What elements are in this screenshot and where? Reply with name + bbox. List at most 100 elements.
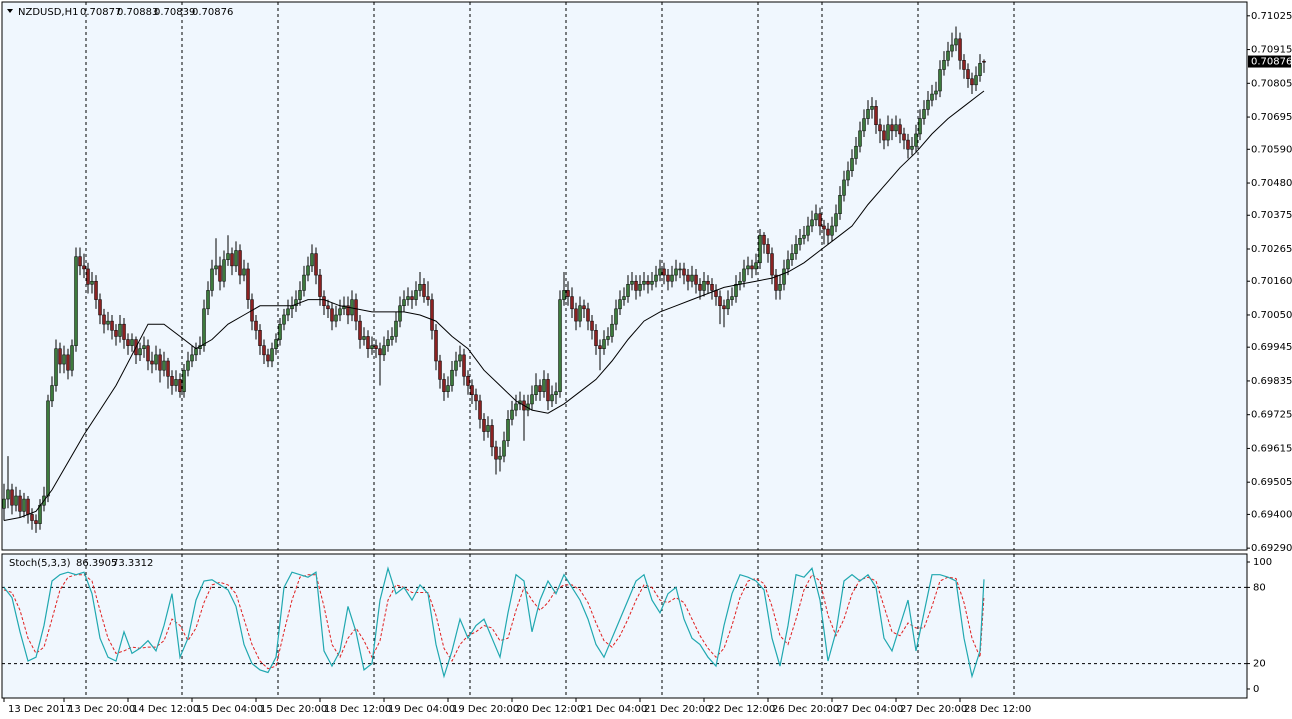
x-tick-label: 26 Dec 20:00	[772, 704, 839, 715]
candle-body	[698, 284, 702, 291]
candle-body	[486, 425, 490, 432]
candle-body	[54, 348, 58, 386]
candle-body	[678, 268, 682, 271]
candle-body	[882, 130, 886, 141]
candle-body	[422, 284, 426, 297]
symbol-menu-arrow[interactable]	[7, 9, 13, 13]
y-tick-label: 0.70805	[1251, 78, 1292, 89]
candle-body	[710, 284, 714, 291]
candle-body	[614, 308, 618, 325]
candle-body	[910, 145, 914, 150]
candle-body	[450, 369, 454, 386]
y-tick-label: 0.70695	[1251, 112, 1292, 123]
candle-body	[462, 354, 466, 377]
candle-body	[454, 360, 458, 371]
candle-body	[314, 253, 318, 276]
candle-body	[858, 130, 862, 147]
candle-body	[926, 99, 930, 110]
candle-body	[506, 419, 510, 442]
candle-body	[542, 379, 546, 392]
candle-body	[406, 296, 410, 300]
candle-body	[554, 391, 558, 395]
candle-body	[466, 376, 470, 386]
candle-body	[494, 446, 498, 460]
y-tick-label: 0.71025	[1251, 11, 1292, 22]
candle-body	[22, 498, 26, 512]
candle-body	[750, 265, 754, 270]
candle-body	[654, 274, 658, 282]
candle-body	[102, 314, 106, 325]
candle-body	[210, 268, 214, 291]
candle-body	[778, 284, 782, 291]
candle-body	[598, 345, 602, 349]
candle-body	[878, 124, 882, 132]
stoch-signal	[3, 573, 985, 670]
candle-body	[442, 379, 446, 392]
candle-body	[742, 268, 746, 282]
candle-body	[330, 308, 334, 322]
candle-body	[190, 354, 194, 362]
candle-body	[50, 385, 54, 402]
x-tick-label: 22 Dec 12:00	[708, 704, 775, 715]
candle-body	[938, 69, 942, 92]
candle-body	[842, 179, 846, 196]
candle-body	[870, 106, 874, 110]
candle-body	[834, 213, 838, 227]
candle-body	[814, 213, 818, 221]
candle-body	[758, 234, 762, 264]
candle-body	[782, 268, 786, 285]
candle-body	[174, 379, 178, 386]
candle-body	[766, 244, 770, 254]
candle-body	[270, 348, 274, 362]
candle-body	[170, 376, 174, 386]
candle-body	[66, 354, 70, 371]
candle-body	[794, 244, 798, 254]
y-tick-label: 0.70375	[1251, 210, 1292, 221]
candle-body	[918, 118, 922, 135]
high-price: 0.70883	[117, 7, 158, 18]
candle-body	[786, 259, 790, 270]
x-tick-label: 18 Dec 12:00	[324, 704, 391, 715]
x-tick-label: 19 Dec 04:00	[388, 704, 455, 715]
candle-body	[106, 320, 110, 325]
candle-body	[274, 339, 278, 349]
candle-body	[630, 280, 634, 285]
candle-body	[158, 354, 162, 371]
candle-body	[394, 320, 398, 337]
candle-body	[934, 90, 938, 95]
candle-body	[474, 394, 478, 402]
candle-body	[746, 265, 750, 270]
candle-body	[386, 339, 390, 346]
candle-body	[322, 296, 326, 307]
candle-body	[138, 348, 142, 356]
y-tick-label: 0.69615	[1251, 443, 1292, 454]
candle-body	[434, 330, 438, 362]
close-price: 0.70876	[192, 7, 233, 18]
candle-body	[310, 253, 314, 267]
candle-body	[594, 330, 598, 346]
last-price-label: 0.70876	[1251, 57, 1292, 68]
candle-body	[58, 348, 62, 365]
candle-body	[438, 360, 442, 380]
stochastic-name: Stoch(5,3,3)	[9, 558, 71, 569]
candle-body	[238, 250, 242, 276]
candle-body	[730, 296, 734, 300]
candle-body	[634, 280, 638, 291]
candle-body	[510, 409, 514, 420]
y-tick-label: 0.69725	[1251, 410, 1292, 421]
candle-body	[282, 314, 286, 325]
stoch-y-tick-label: 80	[1253, 582, 1266, 593]
candle-body	[98, 299, 102, 316]
y-tick-label: 0.70480	[1251, 178, 1292, 189]
candle-body	[378, 348, 382, 356]
candle-body	[30, 514, 34, 521]
candle-body	[202, 308, 206, 346]
candle-body	[622, 296, 626, 300]
candle-body	[298, 290, 302, 300]
candle-body	[574, 308, 578, 322]
candle-body	[550, 394, 554, 402]
candle-body	[978, 63, 982, 76]
stochastic-main-value: 86.3905	[76, 558, 117, 569]
candle-body	[606, 336, 610, 340]
candle-body	[490, 425, 494, 448]
